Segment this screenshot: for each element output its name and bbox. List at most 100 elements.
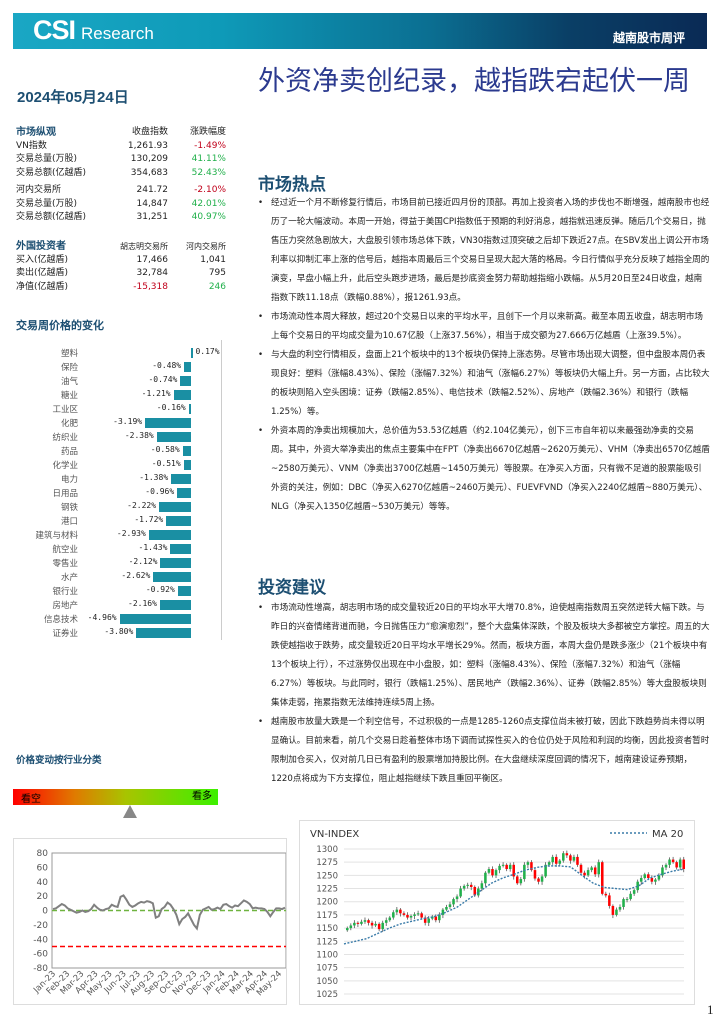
candle bbox=[664, 864, 668, 868]
sector-bar bbox=[166, 516, 191, 526]
candle bbox=[523, 864, 526, 880]
page-number: 1 bbox=[707, 1002, 714, 1017]
chart-title: VN-INDEX bbox=[310, 829, 359, 840]
sector-bar bbox=[148, 530, 191, 540]
sector-row: 工业区 -0.16% bbox=[40, 403, 222, 415]
candle bbox=[562, 853, 565, 861]
sector-row: 建筑与材料 -2.93% bbox=[35, 529, 222, 541]
candle bbox=[360, 921, 363, 924]
sector-label: 电力 bbox=[60, 475, 78, 485]
sector-bar bbox=[184, 362, 191, 372]
bullet-item: 经过近一个月不断修复行情后，市场目前已接近四月份的顶部。再加上投资者入场的步伐也… bbox=[258, 194, 710, 308]
sector-bar bbox=[170, 544, 191, 554]
sector-row: 日用品 -0.96% bbox=[40, 487, 222, 499]
y-tick-label: -80 bbox=[33, 964, 48, 974]
sector-bar bbox=[156, 432, 191, 442]
sector-value-label: -2.38% bbox=[124, 431, 154, 440]
sector-bar bbox=[182, 446, 191, 456]
candle bbox=[516, 876, 519, 884]
candle bbox=[636, 881, 639, 891]
sector-value-label: -2.22% bbox=[127, 501, 157, 510]
sector-bar bbox=[188, 404, 191, 414]
sector-row: 糖业 -1.21% bbox=[40, 389, 222, 401]
market-row: 交易总量(万股) 130,209 41.11% bbox=[16, 154, 226, 164]
candle bbox=[569, 855, 572, 861]
candle bbox=[565, 853, 569, 856]
sector-bar bbox=[159, 502, 191, 512]
sector-row: 药品 -0.58% bbox=[40, 445, 222, 457]
candle bbox=[445, 907, 448, 910]
y-tick-label: 0 bbox=[42, 907, 48, 917]
advice-bullets: 市场流动性增高，胡志明市场的成交量较近20日的平均水平大增70.8%，迫使越南指… bbox=[258, 599, 710, 789]
vnindex-candlestick-chart: VN-INDEX MA 20 1300 1275 1250 1225 1200 1175 115… bbox=[299, 820, 695, 1005]
sector-value-label: -1.43% bbox=[138, 543, 168, 552]
sector-bar bbox=[160, 558, 191, 568]
sector-bar bbox=[173, 390, 191, 400]
market-overview-table: 市场纵观 收盘指数 涨跌幅度 VN指数 1,261.93 -1.49% 交易总量(万股) 1… bbox=[16, 126, 226, 225]
sector-bar bbox=[191, 348, 194, 358]
candle bbox=[540, 876, 544, 882]
foreign-row: 卖出(亿越盾) 32,784 795 bbox=[16, 268, 226, 278]
sector-bar bbox=[177, 586, 191, 596]
sector-value-label: -3.80% bbox=[104, 627, 134, 636]
candle bbox=[484, 872, 487, 884]
bullet-item: 外资本周的净卖出规模加大，总价值为53.53亿越盾（约2.104亿美元），创下三… bbox=[258, 422, 710, 517]
candle bbox=[448, 904, 452, 907]
sector-row: 证券业 -3.80% bbox=[40, 627, 222, 639]
sector-row: 纺织业 -2.38% bbox=[40, 431, 222, 443]
market-row: 河内交易所 241.72 -2.10% bbox=[16, 185, 226, 195]
candle bbox=[473, 886, 477, 896]
sector-row: 信息技术 -4.96% bbox=[40, 613, 222, 625]
sector-label: 保险 bbox=[60, 363, 78, 373]
bullet-item: 越南股市放量大跌是一个利空信号，不过积极的一点是1285-1260点支撑位尚未被… bbox=[258, 713, 710, 789]
sector-row: 化肥 -3.19% bbox=[40, 417, 222, 429]
sector-label: 银行业 bbox=[52, 587, 78, 597]
sector-row: 水产 -2.62% bbox=[40, 571, 222, 583]
sector-value-label: -1.72% bbox=[134, 515, 164, 524]
sector-label: 建筑与材料 bbox=[35, 531, 78, 541]
candle bbox=[618, 907, 622, 910]
sector-row: 塑料 0.17% bbox=[40, 347, 222, 359]
sector-bar-chart: 塑料 0.17% 保险 -0.48% 油气 -0.74% 糖业 -1.21% 工业区 -0.16%… bbox=[35, 340, 222, 640]
sector-value-label: -0.58% bbox=[150, 445, 180, 454]
legend-label: MA 20 bbox=[652, 829, 683, 840]
candle bbox=[494, 870, 498, 876]
logo: CSI Research bbox=[33, 15, 154, 45]
candle bbox=[537, 878, 540, 882]
candle bbox=[654, 879, 657, 882]
candle bbox=[593, 867, 597, 875]
candle bbox=[377, 923, 381, 930]
sector-label: 日用品 bbox=[52, 489, 78, 499]
sector-label: 化肥 bbox=[60, 419, 78, 429]
candle bbox=[480, 883, 484, 889]
foreign-row: 净值(亿越盾) -15,318 246 bbox=[16, 281, 226, 292]
sector-row: 保险 -0.48% bbox=[40, 361, 222, 373]
y-tick-label: 1025 bbox=[316, 990, 338, 1000]
candle bbox=[469, 884, 473, 887]
y-tick-label: 80 bbox=[37, 849, 49, 859]
candle bbox=[583, 872, 586, 876]
candle bbox=[682, 859, 685, 870]
candle bbox=[356, 922, 360, 924]
y-tick-label: 20 bbox=[37, 892, 49, 902]
sector-label: 航空业 bbox=[52, 545, 78, 555]
y-tick-label: -40 bbox=[33, 935, 48, 945]
sector-row: 钢铁 -2.22% bbox=[40, 501, 222, 513]
candle bbox=[675, 862, 678, 868]
sector-label: 工业区 bbox=[52, 405, 78, 415]
candle bbox=[622, 899, 625, 907]
candle bbox=[572, 856, 576, 861]
candle bbox=[558, 860, 562, 864]
candle bbox=[466, 884, 469, 886]
candle bbox=[650, 878, 654, 882]
candle bbox=[363, 920, 367, 922]
sector-row: 油气 -0.74% bbox=[40, 375, 222, 387]
sector-row: 银行业 -0.92% bbox=[40, 585, 222, 597]
sector-value-label: -0.96% bbox=[145, 487, 175, 496]
y-tick-label: -20 bbox=[33, 921, 48, 931]
market-row: VN指数 1,261.93 -1.49% bbox=[16, 140, 226, 151]
bullish-label: 看多 bbox=[192, 791, 212, 802]
sector-chart-title: 交易周价格的变化 bbox=[16, 319, 104, 332]
candle bbox=[420, 913, 423, 918]
advice-heading: 投资建议 bbox=[258, 578, 326, 598]
